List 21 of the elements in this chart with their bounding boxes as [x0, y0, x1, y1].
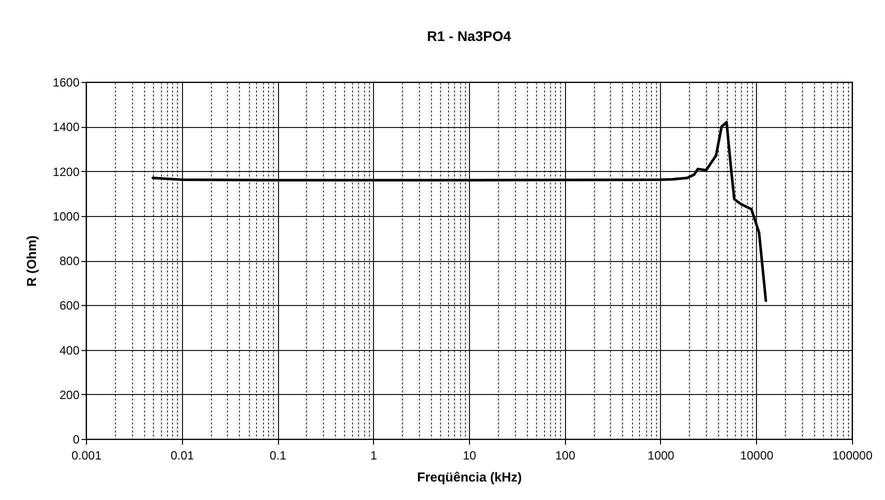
y-tick-label: 200 [59, 388, 80, 402]
y-tick-label: 800 [59, 254, 80, 268]
y-tick-label: 1000 [52, 209, 80, 224]
x-tick-label: 0.1 [270, 448, 287, 462]
x-tick-label: 10000 [740, 448, 774, 462]
x-axis-title: Freqüência (kHz) [417, 470, 522, 484]
x-tick-label: 0.01 [170, 448, 194, 462]
y-tick-label: 1600 [52, 76, 80, 90]
x-tick-label: 100 [555, 448, 576, 462]
x-tick-label: 1000 [648, 448, 675, 462]
y-tick-label: 400 [59, 343, 80, 358]
y-tick-label: 600 [59, 298, 80, 313]
y-tick-label: 1400 [52, 120, 80, 134]
y-axis-title: R (Ohm) [24, 235, 39, 287]
y-tick-label: 0 [72, 432, 80, 446]
x-tick-label: 10 [462, 448, 476, 462]
chart-title: R1 - Na3PO4 [426, 28, 512, 44]
x-tick-label: 100000 [832, 448, 873, 462]
x-tick-label: 1 [370, 448, 378, 462]
y-tick-label: 1200 [52, 164, 80, 179]
x-tick-label: 0.001 [71, 448, 102, 462]
